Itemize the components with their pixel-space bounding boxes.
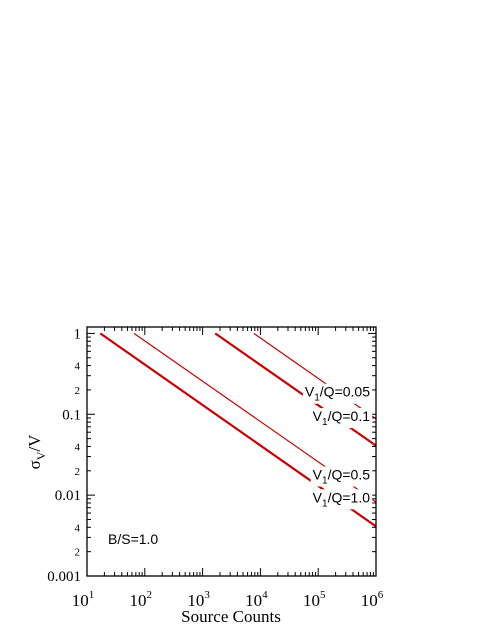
annotation-text: B/S=1.0: [108, 531, 158, 547]
y-minor-tick-label: 2: [75, 466, 81, 478]
y-minor-tick-label: 2: [75, 385, 81, 397]
y-tick-label: 0.1: [62, 407, 81, 423]
y-minor-tick-label: 4: [75, 361, 81, 373]
series-label: V1/Q=0.5: [313, 466, 371, 486]
y-minor-tick-label: 4: [75, 441, 81, 453]
series-label-bg: [310, 489, 373, 510]
series-label-bg: [310, 466, 373, 487]
y-tick-label: 0.01: [55, 488, 81, 504]
x-tick-label: 102: [130, 589, 153, 610]
x-axis-label: Source Counts: [181, 607, 281, 626]
y-minor-tick-label: 2: [75, 547, 81, 559]
series-label-bg: [302, 383, 373, 404]
y-minor-tick-label: 4: [75, 522, 81, 534]
plot-frame: [86, 326, 377, 577]
series-labels: V1/Q=0.05 V1/Q=0.1 V1/Q=0.5 V1/Q=1.0: [302, 383, 373, 510]
series-line: [253, 332, 377, 420]
series-label: V1/Q=0.05: [305, 384, 370, 404]
series-label-bg: [310, 408, 373, 429]
series-label: V1/Q=0.1: [313, 408, 371, 428]
x-tick-label: 103: [187, 589, 210, 610]
y-tick-label: 1: [74, 326, 82, 342]
y-axis-label: σV/V: [25, 434, 48, 470]
x-tick-label: 101: [72, 589, 95, 610]
tick-labels: 101 102 103 104 105 106 1 0.1 0.01 0.001 4 2 4 2 4 2: [47, 326, 384, 610]
x-tick-label: 105: [303, 589, 326, 610]
y-tick-label: 0.001: [47, 569, 81, 585]
series-label: V1/Q=1.0: [313, 489, 371, 509]
x-tick-label: 106: [361, 589, 384, 610]
x-tick-label: 104: [245, 589, 268, 610]
